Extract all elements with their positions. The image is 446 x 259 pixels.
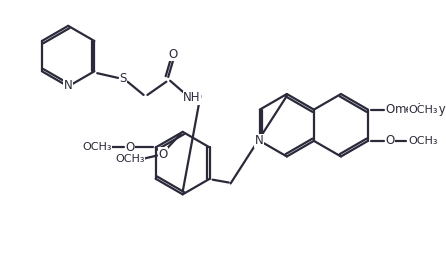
Text: NH: NH <box>183 91 201 104</box>
Text: O: O <box>168 48 178 61</box>
Text: O: O <box>385 103 394 116</box>
Text: OCH₃: OCH₃ <box>408 105 438 115</box>
Text: O: O <box>158 148 167 161</box>
Text: O: O <box>385 134 394 147</box>
Text: N: N <box>255 134 263 147</box>
Text: O: O <box>125 141 135 154</box>
Text: methoxy: methoxy <box>395 103 446 116</box>
Text: OCH₃: OCH₃ <box>408 136 438 146</box>
Text: OCH₃: OCH₃ <box>82 142 112 153</box>
Text: N: N <box>64 79 73 92</box>
Text: OCH₃: OCH₃ <box>115 154 145 164</box>
Text: S: S <box>119 72 127 85</box>
